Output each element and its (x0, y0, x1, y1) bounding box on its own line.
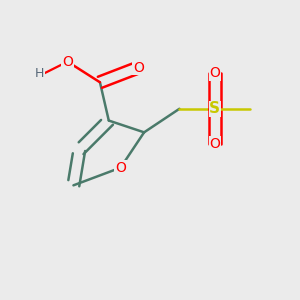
Text: O: O (62, 55, 73, 69)
Text: O: O (209, 66, 220, 80)
Text: S: S (209, 101, 220, 116)
Text: O: O (209, 137, 220, 151)
Text: O: O (115, 161, 126, 175)
Text: O: O (133, 61, 144, 75)
Text: H: H (34, 67, 44, 80)
